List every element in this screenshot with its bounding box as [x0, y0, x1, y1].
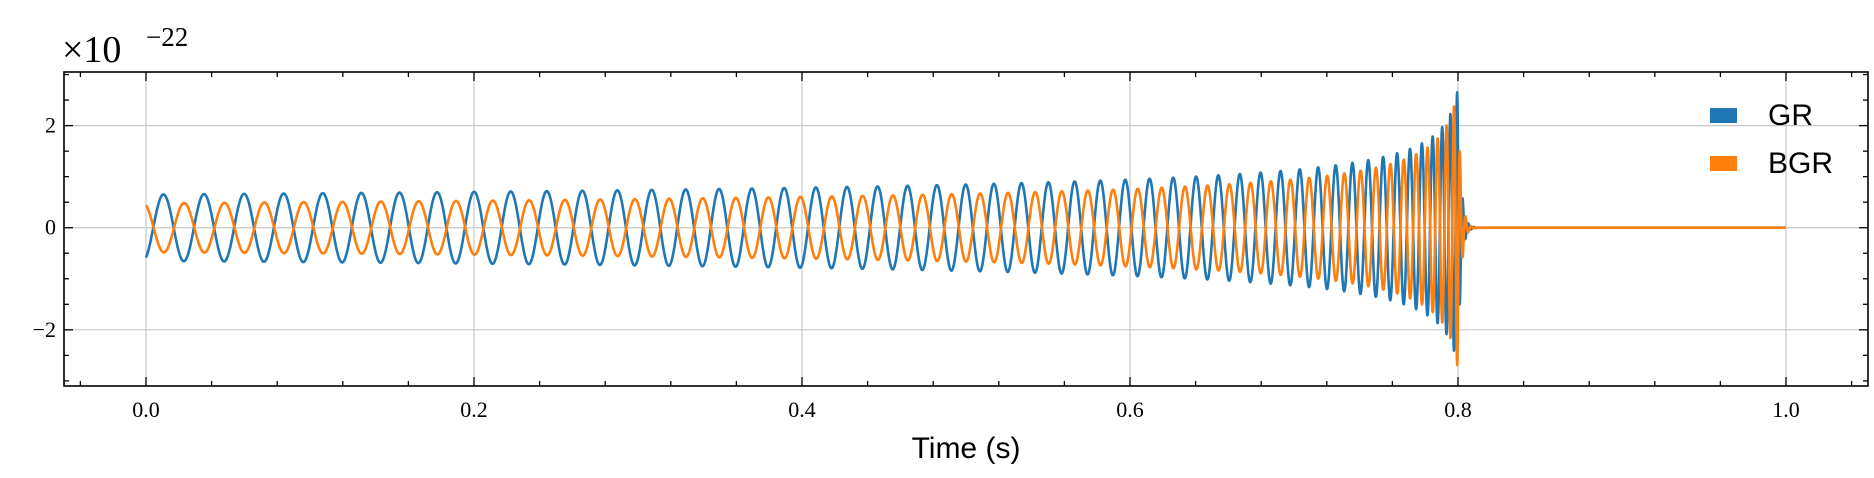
plot-frame	[63, 71, 1869, 387]
x-tick-label: 0.2	[460, 397, 488, 422]
y-multiplier-exponent: −22	[146, 22, 188, 52]
y-multiplier-base: ×10	[62, 29, 121, 71]
x-tick-label: 0.4	[788, 397, 816, 422]
x-tick-label: 0.6	[1116, 397, 1144, 422]
x-tick-label: 0.8	[1444, 397, 1472, 422]
y-tick-label: −2	[33, 317, 56, 342]
x-tick-label: 1.0	[1772, 397, 1800, 422]
y-tick-label: 2	[45, 113, 56, 138]
y-axis-multiplier: ×10 −22	[62, 22, 188, 71]
tick-labels: 0.0 0.2 0.4 0.6 0.8 1.0 −2 0 2	[33, 113, 1800, 422]
x-axis-label: Time (s)	[912, 432, 1021, 465]
series-line-bgr	[144, 105, 1788, 367]
series-line-gr	[144, 91, 1788, 353]
legend-swatch-gr	[1710, 108, 1737, 123]
legend-label-bgr: BGR	[1768, 147, 1833, 180]
legend-swatch-bgr	[1710, 156, 1737, 171]
x-tick-label: 0.0	[132, 397, 160, 422]
y-tick-label: 0	[45, 215, 56, 240]
axis-ticks	[64, 72, 1868, 386]
series-lines	[144, 91, 1788, 367]
legend: GR BGR	[1710, 99, 1833, 180]
legend-label-gr: GR	[1768, 99, 1813, 132]
